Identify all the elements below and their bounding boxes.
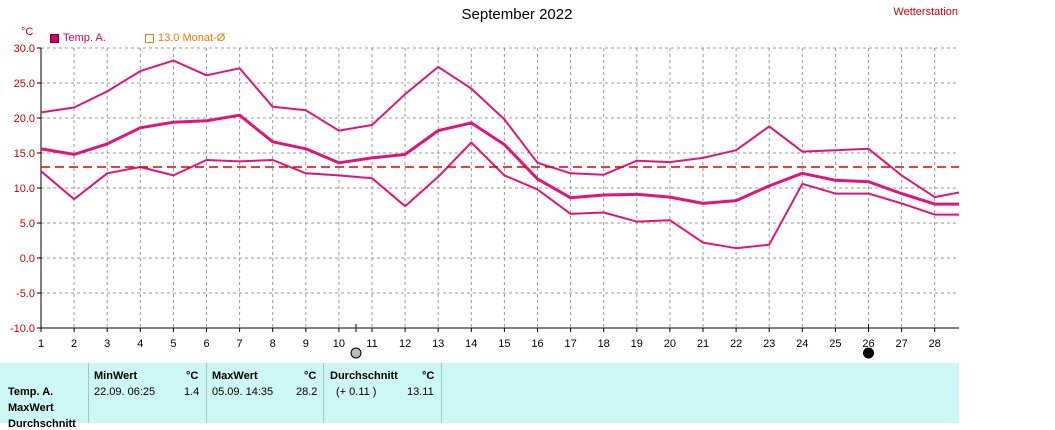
y-tick-label: 15.0	[14, 148, 35, 160]
y-tick-label: 25.0	[14, 78, 35, 90]
min-when: 22.09. 06:25	[94, 386, 156, 398]
chart-title: September 2022	[461, 6, 573, 23]
legend-reference[interactable]: 13.0 Monat-Ø	[145, 32, 225, 44]
y-tick-label: 30.0	[14, 43, 35, 55]
y-tick-label: 5.0	[20, 218, 35, 230]
y-tick-label: -10.0	[10, 323, 35, 335]
x-tick-label: 18	[598, 338, 610, 350]
legend-reference-label: 13.0 Monat-Ø	[158, 32, 226, 44]
unit-label: °C	[21, 26, 34, 38]
legend-outline-icon	[145, 33, 154, 43]
x-tick-label: 16	[531, 338, 543, 350]
x-tick-label: 23	[763, 338, 775, 350]
x-tick-label: 13	[432, 338, 444, 350]
table-divider	[206, 363, 207, 423]
x-tick-label: 5	[170, 338, 176, 350]
x-tick-label: 22	[730, 338, 742, 350]
y-tick-label: -5.0	[16, 288, 35, 300]
avg-delta: (+ 0.11 )	[336, 386, 377, 398]
x-tick-label: 4	[137, 338, 143, 350]
x-tick-label: 1	[38, 338, 44, 350]
new-moon-icon	[863, 347, 874, 359]
max-when: 05.09. 14:35	[212, 386, 274, 398]
x-axis-ticks: 1 2 3 4 5 6 7 8 9 10 11 12 13 14 15 16 17 18 19 20 21 22 23 24 2…	[38, 338, 941, 350]
moon-phase-icons	[350, 324, 874, 359]
x-tick-label: 15	[498, 338, 510, 350]
x-tick-label: 17	[564, 338, 576, 350]
x-tick-label: 14	[465, 338, 477, 350]
x-tick-label: 9	[303, 338, 309, 350]
min-value: 1.4	[184, 386, 200, 398]
series-line-mean	[41, 113, 959, 206]
x-tick-label: 19	[631, 338, 643, 350]
row-label-max: MaxWert	[8, 402, 54, 414]
x-tick-label: 27	[895, 338, 907, 350]
max-header: MaxWert	[212, 370, 258, 382]
y-tick-label: 20.0	[14, 113, 35, 125]
min-column: MinWert °C 22.09. 06:25 1.4	[94, 363, 204, 423]
x-tick-label: 24	[796, 338, 808, 350]
x-tick-label: 10	[333, 338, 345, 350]
chart-grid	[37, 47, 959, 332]
station-label: Wetterstation	[893, 6, 958, 18]
x-tick-label: 28	[929, 338, 941, 350]
x-tick-label: 11	[366, 338, 377, 350]
avg-header: Durchschnitt	[330, 370, 398, 382]
table-divider	[441, 363, 442, 423]
x-tick-label: 2	[71, 338, 77, 350]
x-tick-label: 8	[270, 338, 276, 350]
x-tick-label: 20	[664, 338, 676, 350]
x-tick-label: 7	[237, 338, 243, 350]
min-header: MinWert	[94, 370, 138, 382]
chart-series	[41, 59, 959, 250]
series-line-min	[41, 141, 959, 250]
series-group	[41, 59, 959, 250]
x-tick-label: 21	[697, 338, 709, 350]
row-label-avg: Durchschnitt	[8, 418, 76, 430]
legend-series[interactable]: Temp. A.	[50, 32, 106, 44]
x-tick-label: 25	[829, 338, 841, 350]
y-tick-label: 10.0	[14, 183, 35, 195]
y-tick-label: 0.0	[20, 253, 35, 265]
max-unit: °C	[304, 370, 317, 382]
y-axis-ticks: 30.0 25.0 20.0 15.0 10.0 5.0 0.0 -5.0 -10.0	[10, 43, 35, 335]
min-unit: °C	[186, 370, 199, 382]
row-label-temp: Temp. A.	[8, 386, 54, 398]
statistics-table: Temp. A. MaxWert Durchschnitt MinWert °C…	[0, 363, 959, 430]
avg-column: Durchschnitt °C (+ 0.11 ) 13.11	[330, 363, 440, 423]
x-tick-label: 6	[203, 338, 209, 350]
x-tick-label: 26	[862, 338, 874, 350]
x-tick-label: 3	[104, 338, 110, 350]
legend-series-label: Temp. A.	[63, 32, 106, 44]
half-moon-icon	[350, 347, 362, 359]
avg-unit: °C	[422, 370, 435, 382]
table-divider	[88, 363, 89, 423]
series-line-max	[41, 59, 959, 199]
max-value: 28.2	[296, 386, 318, 398]
max-column: MaxWert °C 05.09. 14:35 28.2	[212, 363, 322, 423]
avg-value: 13.11	[407, 386, 434, 398]
x-tick-label: 12	[399, 338, 411, 350]
table-divider	[323, 363, 324, 423]
legend-swatch-icon	[50, 33, 59, 43]
